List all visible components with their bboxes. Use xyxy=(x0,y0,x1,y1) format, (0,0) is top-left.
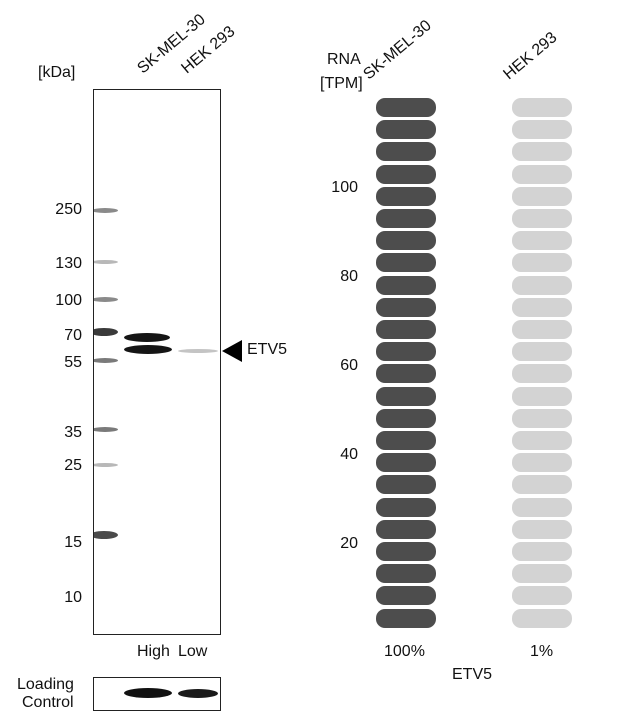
rna-level-pill xyxy=(376,542,436,561)
rna-y-tick-20: 20 xyxy=(340,535,358,552)
rna-level-pill xyxy=(512,364,572,383)
western-blot-membrane xyxy=(93,89,221,635)
lane-level-high: High xyxy=(137,643,170,660)
rna-y-tick-100: 100 xyxy=(331,179,358,196)
rna-level-pill xyxy=(376,520,436,539)
loading-control-label-line1: Loading xyxy=(17,676,74,693)
ladder-band xyxy=(94,531,118,539)
band-pointer-arrow-icon xyxy=(222,340,242,362)
rna-level-pill xyxy=(376,231,436,250)
rna-column-label-hek-293: HEK 293 xyxy=(500,29,561,84)
rna-percent-sk-mel-30: 100% xyxy=(384,643,425,660)
rna-level-pill xyxy=(512,276,572,295)
rna-level-pill xyxy=(376,120,436,139)
rna-level-pill xyxy=(512,609,572,628)
rna-level-pill xyxy=(512,165,572,184)
rna-level-pill xyxy=(376,98,436,117)
etv5-band-hek-293 xyxy=(178,349,218,353)
ladder-band xyxy=(94,358,118,363)
marker-10: 10 xyxy=(64,589,82,606)
rna-level-pill xyxy=(376,498,436,517)
rna-y-tick-80: 80 xyxy=(340,268,358,285)
rna-y-tick-40: 40 xyxy=(340,446,358,463)
marker-70: 70 xyxy=(64,327,82,344)
rna-level-pill xyxy=(376,564,436,583)
rna-level-pill xyxy=(512,409,572,428)
rna-level-pill xyxy=(512,542,572,561)
rna-level-pill xyxy=(376,187,436,206)
marker-250: 250 xyxy=(55,201,82,218)
kda-unit-label: [kDa] xyxy=(38,64,76,81)
loading-control-label-line2: Control xyxy=(22,694,74,711)
rna-level-pill xyxy=(376,453,436,472)
loading-control-membrane xyxy=(93,677,221,711)
marker-25: 25 xyxy=(64,457,82,474)
ladder-band xyxy=(94,208,118,213)
loading-control-band-hek-293 xyxy=(178,689,218,698)
rna-y-tick-60: 60 xyxy=(340,357,358,374)
band-label-etv5: ETV5 xyxy=(247,341,288,358)
rna-level-pill xyxy=(512,298,572,317)
rna-level-pill xyxy=(512,475,572,494)
rna-level-pill xyxy=(512,498,572,517)
rna-level-pill xyxy=(376,475,436,494)
rna-level-pill xyxy=(512,342,572,361)
rna-level-pill xyxy=(512,120,572,139)
rna-level-pill xyxy=(376,253,436,272)
rna-level-pill xyxy=(512,387,572,406)
rna-level-pill xyxy=(376,364,436,383)
rna-axis-label-line1: RNA xyxy=(327,51,361,68)
marker-55: 55 xyxy=(64,354,82,371)
rna-level-pill xyxy=(376,387,436,406)
etv5-upper-band-sk-mel-30 xyxy=(124,333,170,342)
rna-level-pill xyxy=(376,342,436,361)
rna-level-pill xyxy=(376,409,436,428)
marker-15: 15 xyxy=(64,534,82,551)
marker-35: 35 xyxy=(64,424,82,441)
rna-level-pill xyxy=(512,187,572,206)
rna-percent-hek-293: 1% xyxy=(530,643,554,660)
marker-100: 100 xyxy=(55,292,82,309)
ladder-band xyxy=(94,328,118,336)
rna-column-sk-mel-30 xyxy=(376,98,438,632)
rna-level-pill xyxy=(512,431,572,450)
rna-level-pill xyxy=(512,564,572,583)
rna-level-pill xyxy=(376,320,436,339)
rna-level-pill xyxy=(512,453,572,472)
rna-level-pill xyxy=(512,253,572,272)
rna-level-pill xyxy=(376,276,436,295)
rna-level-pill xyxy=(512,520,572,539)
rna-column-label-sk-mel-30: SK-MEL-30 xyxy=(360,17,435,84)
rna-axis-label-line2: [TPM] xyxy=(320,75,363,92)
rna-level-pill xyxy=(512,98,572,117)
lane-level-low: Low xyxy=(178,643,208,660)
rna-level-pill xyxy=(512,320,572,339)
marker-130: 130 xyxy=(55,255,82,272)
rna-level-pill xyxy=(512,209,572,228)
rna-column-hek-293 xyxy=(512,98,574,632)
rna-level-pill xyxy=(376,586,436,605)
ladder-band xyxy=(94,260,118,264)
rna-level-pill xyxy=(512,231,572,250)
rna-level-pill xyxy=(376,142,436,161)
rna-level-pill xyxy=(376,609,436,628)
ladder-band xyxy=(94,463,118,467)
ladder-band xyxy=(94,297,118,302)
rna-level-pill xyxy=(376,298,436,317)
etv5-lower-band-sk-mel-30 xyxy=(124,345,172,354)
rna-level-pill xyxy=(376,165,436,184)
rna-level-pill xyxy=(512,586,572,605)
loading-control-band-sk-mel-30 xyxy=(124,688,172,698)
rna-level-pill xyxy=(512,142,572,161)
rna-level-pill xyxy=(376,431,436,450)
rna-level-pill xyxy=(376,209,436,228)
ladder-band xyxy=(94,427,118,432)
rna-gene-label: ETV5 xyxy=(452,666,493,683)
